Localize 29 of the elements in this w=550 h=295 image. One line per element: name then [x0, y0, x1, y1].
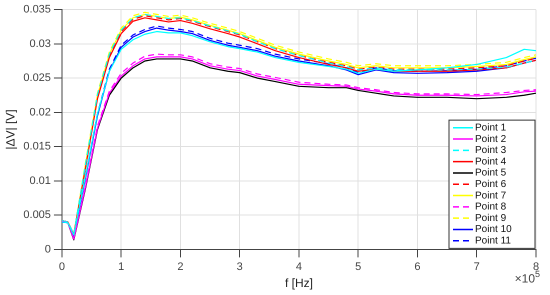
legend-label: Point 9 — [475, 212, 507, 224]
y-tick-label: 0 — [44, 243, 51, 256]
x-tick-label: 5 — [355, 261, 362, 274]
y-tick-label: 0.01 — [30, 174, 51, 187]
y-tick-label: 0.035 — [23, 4, 51, 16]
legend-label: Point 11 — [475, 236, 512, 246]
legend-label: Point 10 — [475, 224, 512, 236]
y-tick-label: 0.005 — [23, 209, 51, 222]
y-tick-label: 0.02 — [30, 106, 51, 118]
legend-label: Point 3 — [475, 145, 507, 156]
x-tick-label: 2 — [177, 261, 184, 274]
x-axis-title: f [Hz] — [284, 276, 313, 290]
legend-label: Point 4 — [475, 156, 507, 168]
y-tick-label: 0.025 — [23, 72, 51, 84]
y-tick-label: 0.03 — [30, 38, 51, 50]
legend-label: Point 6 — [475, 179, 507, 190]
y-tick-label: 0.015 — [23, 140, 51, 153]
x-tick-label: 0 — [58, 261, 65, 274]
legend-label: Point 2 — [475, 134, 507, 145]
y-axis-title: |ΔV| [V] — [4, 109, 18, 150]
legend-label: Point 5 — [475, 168, 507, 179]
legend-label: Point 1 — [475, 122, 507, 134]
legend-label: Point 7 — [475, 190, 507, 202]
x-tick-label: 7 — [474, 261, 480, 274]
x-tick-label: 4 — [296, 261, 302, 274]
x-tick-label: 3 — [236, 261, 243, 274]
x-tick-label: 6 — [414, 261, 421, 274]
legend-label: Point 8 — [475, 202, 507, 213]
x-tick-label: 1 — [118, 261, 124, 274]
